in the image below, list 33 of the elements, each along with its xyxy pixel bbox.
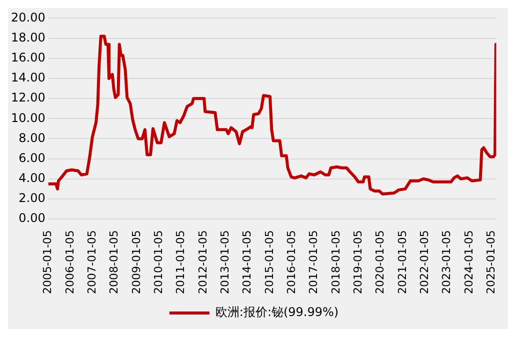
x-tick-label: 2016-01-05 [285,230,298,294]
y-tick-label: 14.00 [10,70,46,85]
x-tick-label: 2025-01-05 [484,230,498,294]
y-tick-label: 10.00 [10,110,46,125]
y-tick-label: 4.00 [18,171,46,186]
y-tick-label: 2.00 [18,191,46,206]
x-tick-label: 2006-01-05 [63,230,76,294]
y-tick-label: 20.00 [10,10,46,24]
x-tick-label: 2014-01-05 [240,230,254,294]
y-tick-label: 6.00 [18,150,46,165]
x-tick-label: 2024-01-05 [462,230,476,294]
x-tick-label: 2022-01-05 [418,230,432,294]
y-tick-label: 12.00 [10,90,46,105]
legend-label: 欧洲:报价:铋(99.99%) [215,305,339,320]
x-tick-label: 2017-01-05 [307,230,320,294]
x-tick-label: 2011-01-05 [174,230,188,294]
y-tick-label: 18.00 [10,30,46,44]
x-tick-label: 2021-01-05 [396,230,409,294]
x-tick-label: 2012-01-05 [196,230,210,294]
x-tick-label: 2023-01-05 [440,230,454,294]
y-tick-label: 0.00 [18,211,46,226]
x-tick-label: 2009-01-05 [130,230,143,294]
x-tick-label: 2020-01-05 [374,230,387,294]
x-tick-label: 2013-01-05 [218,230,232,294]
x-tick-label: 2019-01-05 [352,230,365,294]
y-tick-label: 8.00 [18,130,46,145]
x-tick-label: 2008-01-05 [108,230,121,294]
x-tick-label: 2005-01-05 [41,230,54,294]
x-tick-label: 2015-01-05 [262,230,276,294]
x-tick-label: 2018-01-05 [329,230,342,294]
x-tick-label: 2007-01-05 [86,230,99,294]
y-tick-label: 16.00 [10,50,46,64]
x-tick-label: 2010-01-05 [152,230,166,294]
